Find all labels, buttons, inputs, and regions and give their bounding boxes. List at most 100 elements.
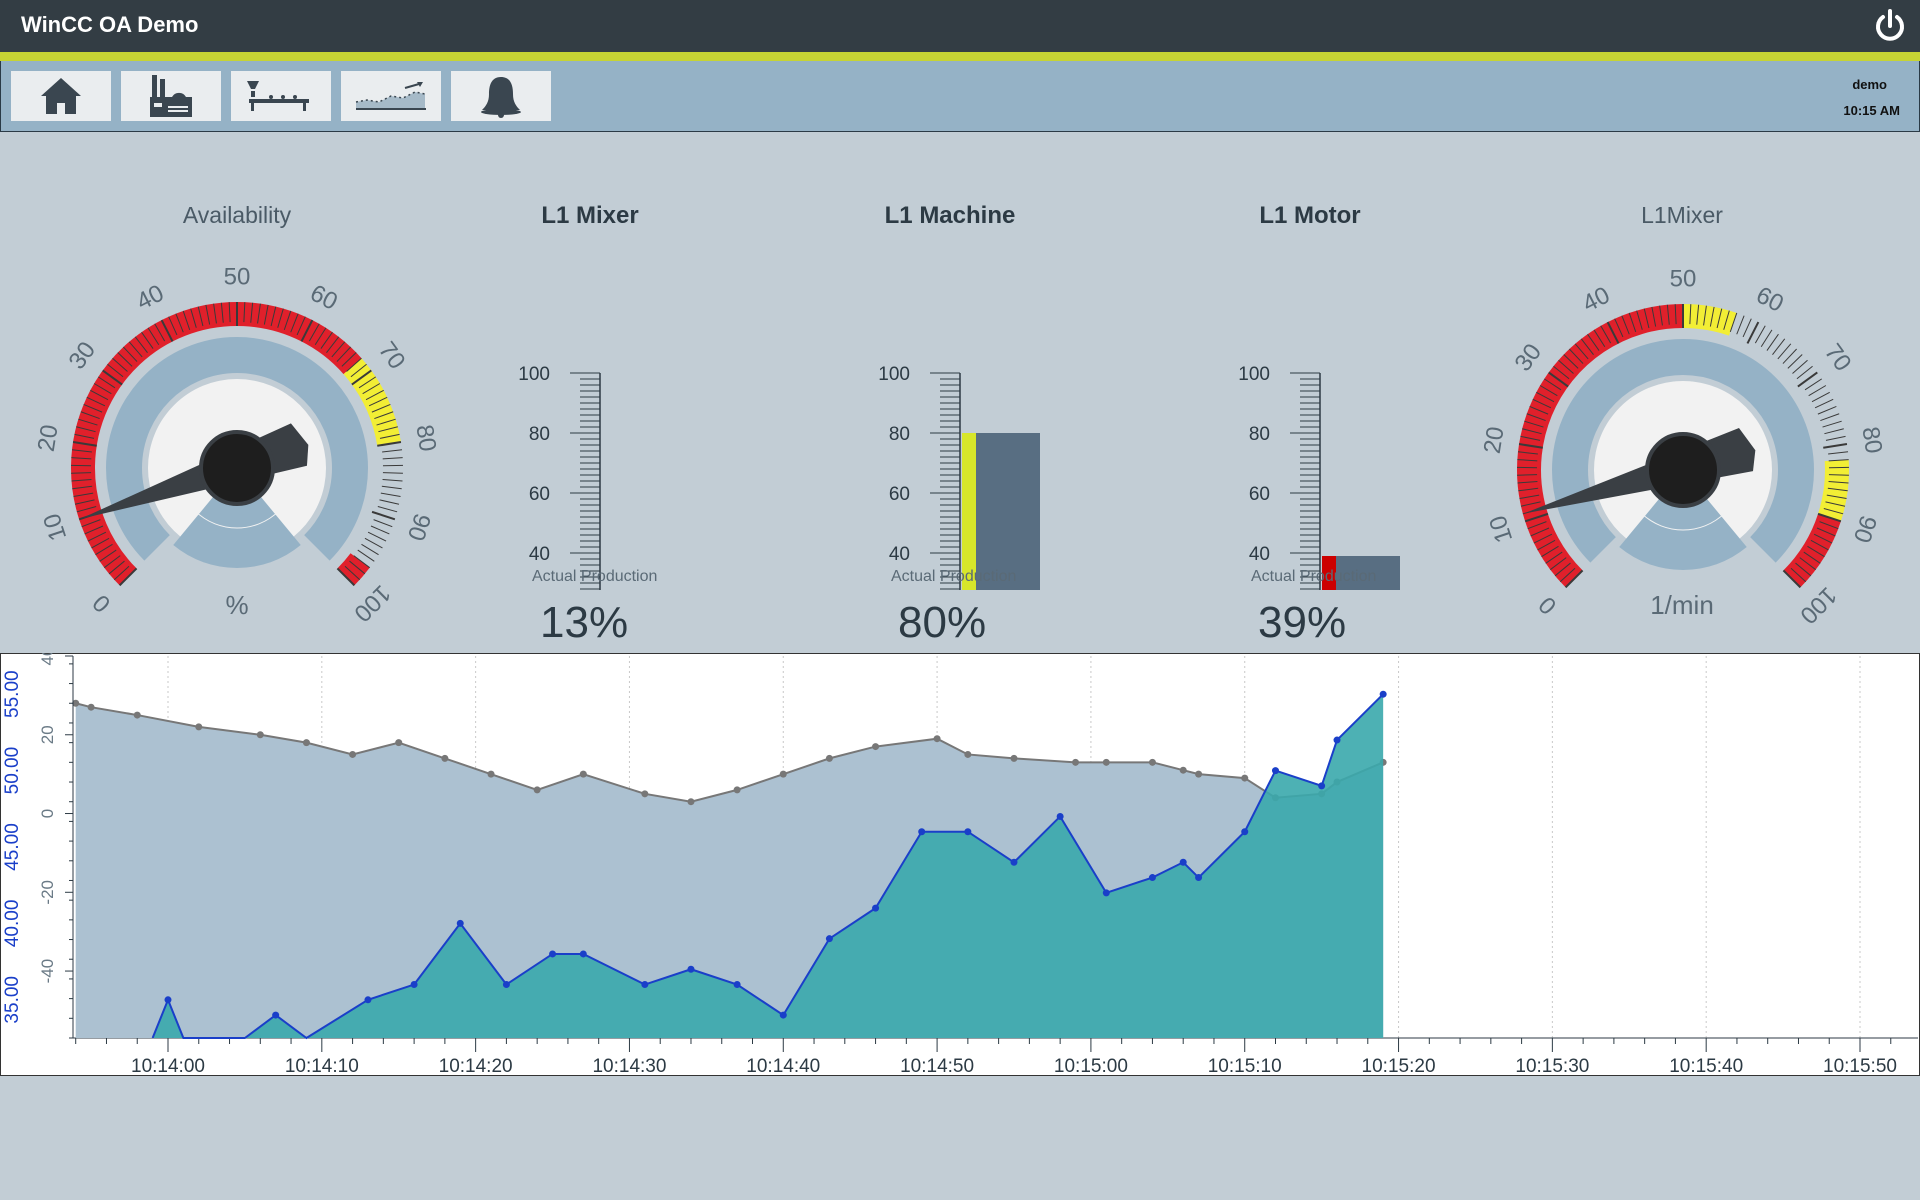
gauge-tick: [283, 310, 292, 331]
gauge-tick: [74, 499, 95, 505]
gauge-track: [1552, 339, 1814, 563]
gauge-bottom-wedge: [1619, 470, 1747, 570]
series-point: [410, 981, 418, 989]
series-point: [272, 1011, 280, 1019]
gauge-tick: [1580, 338, 1594, 355]
gauge-tick: [373, 519, 393, 528]
bar-scale-label: 60: [529, 484, 550, 505]
user-name: demo: [1852, 77, 1887, 92]
series-point: [302, 739, 310, 747]
gauge-tick: [1522, 428, 1542, 435]
gauge-tick: [107, 363, 124, 378]
gauge-tick: [1606, 321, 1620, 344]
bar-scale-label: 40: [529, 544, 550, 565]
gauge-tick: [190, 308, 197, 328]
gauge-tick: [1526, 413, 1546, 422]
l1-machine-bar-chart: 020406080100: [878, 364, 1040, 590]
x-tick-label: 10:15:20: [1362, 1056, 1436, 1076]
gauge-tick: [382, 478, 403, 482]
gauge-tick: [86, 396, 106, 407]
series-point: [1010, 754, 1018, 762]
gauge-tick: [160, 319, 174, 342]
series-point: [1179, 766, 1187, 774]
gauge-tick-label: 10: [1484, 512, 1518, 546]
gauge-tick: [1564, 569, 1584, 589]
gauge-tick: [1621, 315, 1630, 335]
plant-button[interactable]: [121, 71, 221, 121]
series-point: [733, 786, 741, 794]
series-point: [87, 703, 95, 711]
series-point: [1010, 858, 1018, 866]
gauge-tick: [71, 472, 92, 474]
gauge-tick: [1574, 343, 1589, 360]
gauge-tick-label: 30: [1510, 339, 1548, 376]
production-line-button[interactable]: [231, 71, 331, 121]
gauge-tick: [1518, 443, 1543, 449]
gauge-tick: [1820, 413, 1840, 422]
gauge-tick: [71, 478, 92, 482]
series-area: [152, 694, 1384, 1038]
gauge-tick: [112, 357, 128, 372]
gauge-tick: [382, 457, 403, 460]
gauge-tick: [1666, 304, 1670, 325]
series-point: [872, 904, 880, 912]
gauge-tick: [76, 506, 97, 513]
series-point: [872, 743, 880, 751]
gauge-tick: [134, 336, 148, 353]
gauge-tick: [1537, 539, 1556, 551]
x-tick-label: 10:15:50: [1823, 1056, 1897, 1076]
gauge-tick: [175, 313, 184, 333]
home-button[interactable]: [11, 71, 111, 121]
app-title: WinCC OA Demo: [21, 12, 199, 37]
actual-production-value: 80%: [898, 598, 987, 647]
gauge-tick-label: 0: [1534, 591, 1563, 620]
trend-icon: [355, 82, 426, 110]
series-point: [779, 770, 787, 778]
gauge-tick-label: 80: [410, 423, 441, 454]
gauge-tick: [71, 457, 92, 460]
bar-value-fill: [1336, 556, 1400, 590]
gauge-hub: [1645, 432, 1721, 508]
gauge-tick-label: 90: [1848, 512, 1882, 546]
series-point: [779, 1011, 787, 1019]
actual-production-label: Actual Production: [891, 568, 1017, 585]
gauge-tick: [1636, 310, 1643, 330]
series-point: [395, 739, 403, 747]
gauge-tick: [308, 323, 320, 342]
gauge-tick: [341, 352, 357, 367]
trend-chart[interactable]: 10:14:00 10:14:10 10:14:20 10:14:30 10:14:40…: [0, 653, 1920, 1076]
l1mixer-gauge: 0 10 20 30 40 50 60 70 80 90 100: [1479, 265, 1887, 629]
gauge-tick: [128, 341, 143, 358]
alarms-button[interactable]: [451, 71, 551, 121]
gauge-tick: [346, 357, 362, 372]
gauge-tick: [374, 411, 394, 420]
x-tick-label: 10:14:00: [131, 1056, 205, 1076]
gauge-tick: [1760, 329, 1773, 347]
bar-scale-label: 60: [889, 484, 910, 505]
gauge-tick: [90, 389, 109, 401]
gauge-tick: [263, 304, 269, 325]
gauge-tick: [365, 389, 384, 401]
gauge-tick: [350, 363, 367, 378]
gauge-tick: [1643, 308, 1650, 329]
gauge-tick: [78, 418, 98, 426]
series-point: [964, 750, 972, 758]
gauge-tick: [1736, 315, 1745, 335]
series-point: [549, 950, 557, 958]
bar-scale-label: 100: [518, 364, 550, 385]
gauge-tick: [80, 411, 100, 420]
gauge-band-yellow: [1682, 304, 1737, 336]
gauge-tick: [1532, 398, 1552, 409]
trend-button[interactable]: [341, 71, 441, 121]
gauge-tick: [336, 567, 356, 587]
gauge-tick: [1674, 304, 1677, 325]
gauge-tick: [71, 449, 92, 453]
power-button[interactable]: [1870, 6, 1910, 46]
l1mixer-gauge-title: L1Mixer: [1641, 202, 1723, 228]
bar-scale-label: 80: [889, 424, 910, 445]
gauge-tick: [95, 543, 113, 556]
gauge-tick: [1524, 420, 1544, 428]
gauge-tick: [73, 492, 94, 498]
series-point: [502, 981, 510, 989]
gauge-tick: [1803, 551, 1821, 564]
